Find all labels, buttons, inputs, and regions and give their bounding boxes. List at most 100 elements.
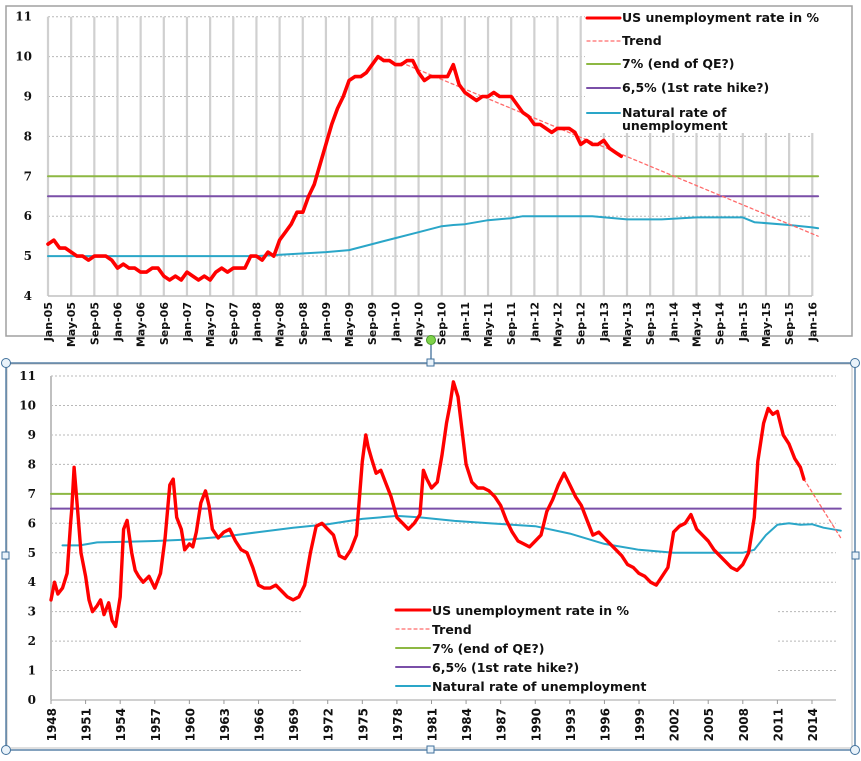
bottom-x-tick-label: 1993 (564, 708, 578, 741)
top-legend-label: US unemployment rate in % (622, 10, 819, 25)
bottom-legend-label: 6,5% (1st rate hike?) (432, 660, 579, 675)
top-x-tick-label: May-12 (552, 302, 565, 347)
bottom-x-tick-label: 1984 (460, 708, 474, 741)
top-x-tick-label: May-10 (413, 302, 426, 347)
resize-handle-left[interactable] (1, 551, 10, 560)
bottom-chart-y-axis: 0 1 2 3 4 5 6 7 8 9 10 11 (19, 369, 36, 707)
resize-handle-bottom-right[interactable] (850, 745, 860, 755)
resize-handle-top-right[interactable] (850, 358, 860, 368)
top-y-tick-label: 9 (24, 90, 32, 104)
bottom-y-tick-label: 11 (19, 369, 36, 383)
bottom-x-tick-label: 1966 (253, 708, 267, 741)
top-x-tick-label: Sep-15 (783, 302, 796, 345)
bottom-x-tick-label: 1990 (529, 708, 543, 741)
bottom-x-tick-label: 1972 (322, 708, 336, 741)
bottom-x-tick-label: 1969 (287, 708, 301, 741)
bottom-x-tick-label: 1981 (425, 708, 439, 741)
top-y-tick-label: 11 (15, 10, 32, 24)
top-x-tick-label: Sep-14 (714, 302, 727, 345)
bottom-x-tick-label: 2005 (702, 708, 716, 741)
top-x-tick-label: Jan-05 (42, 302, 55, 342)
bottom-chart-plot (49, 380, 842, 629)
bottom-x-tick-label: 1999 (633, 708, 647, 741)
top-legend-label: 7% (end of QE?) (622, 56, 734, 71)
bottom-x-tick-label: 1996 (598, 708, 612, 741)
bottom-x-tick-label: 1957 (149, 708, 163, 741)
bottom-x-tick-label: 2014 (806, 708, 820, 741)
top-x-tick-label: Jan-07 (181, 302, 194, 342)
bottom-y-tick-label: 10 (19, 399, 36, 413)
bottom-y-tick-label: 3 (28, 605, 36, 619)
bottom-legend-label: Trend (432, 622, 472, 637)
bottom-x-tick-label: 1978 (391, 708, 405, 741)
bottom-x-tick-label: 1948 (45, 708, 59, 741)
bottom-y-tick-label: 2 (28, 634, 36, 648)
top-x-tick-label: Jan-14 (667, 302, 680, 343)
bottom-legend-label: US unemployment rate in % (432, 603, 629, 618)
top-x-tick-label: Jan-09 (320, 302, 333, 342)
top-x-tick-label: Sep-05 (88, 302, 101, 345)
bottom-y-tick-label: 5 (28, 546, 36, 560)
top-y-tick-label: 4 (24, 289, 32, 303)
resize-handle-top[interactable] (426, 358, 435, 367)
bottom-y-tick-label: 8 (28, 457, 36, 471)
top-chart-x-axis: Jan-05 May-05 Sep-05 Jan-06 May-06 Sep-06 Jan-… (42, 302, 819, 347)
bottom-y-tick-label: 1 (28, 664, 36, 678)
top-x-tick-label: Jan-16 (806, 302, 819, 343)
top-x-tick-label: Sep-11 (505, 302, 518, 345)
bottom-x-tick-label: 2011 (771, 708, 785, 741)
top-x-tick-label: May-06 (135, 302, 148, 347)
top-series-natural (47, 215, 820, 258)
top-x-tick-label: May-14 (690, 302, 703, 347)
top-x-tick-label: Jan-15 (737, 302, 750, 342)
top-x-tick-label: Sep-07 (227, 302, 240, 345)
bottom-y-tick-label: 7 (28, 487, 36, 501)
bottom-x-tick-label: 2002 (668, 708, 682, 741)
bottom-legend-label: 7% (end of QE?) (432, 641, 544, 656)
bottom-x-tick-label: 1960 (183, 708, 197, 741)
bottom-y-tick-label: 9 (28, 428, 36, 442)
resize-handle-bottom[interactable] (426, 745, 435, 754)
top-x-tick-label: Sep-12 (575, 302, 588, 345)
top-y-tick-label: 5 (24, 249, 32, 263)
top-x-tick-label: Jan-13 (598, 302, 611, 342)
top-x-tick-label: Jan-06 (111, 302, 124, 343)
top-x-tick-label: May-13 (621, 302, 634, 347)
top-chart-plot (46, 54, 820, 282)
top-chart-y-axis: 4 5 6 7 8 9 10 11 (15, 10, 32, 303)
top-x-tick-label: Sep-08 (297, 302, 310, 345)
bottom-chart-legend: US unemployment rate in % Trend 7% (end of… (394, 598, 775, 698)
top-x-tick-label: May-08 (274, 302, 287, 347)
top-x-tick-label: May-09 (343, 302, 356, 347)
bottom-series-unemployment (49, 380, 806, 629)
top-legend-label: Trend (622, 33, 662, 48)
resize-handle-bottom-left[interactable] (1, 745, 11, 755)
bottom-legend-background (395, 598, 775, 698)
top-x-tick-label: May-15 (760, 302, 773, 347)
top-y-tick-label: 7 (24, 169, 32, 183)
top-series-trend (400, 61, 819, 237)
top-legend-label: 6,5% (1st rate hike?) (622, 80, 769, 95)
top-x-tick-label: Jan-11 (459, 302, 472, 342)
bottom-y-tick-label: 4 (28, 575, 36, 589)
bottom-legend-label: Natural rate of unemployment (432, 679, 646, 694)
bottom-x-tick-label: 1963 (218, 708, 232, 741)
bottom-y-tick-label: 6 (28, 516, 36, 530)
selection-frame[interactable] (1, 335, 860, 755)
top-x-tick-label: Sep-09 (366, 302, 379, 345)
bottom-series-trend (803, 478, 842, 539)
bottom-y-tick-label: 0 (28, 693, 36, 707)
top-x-tick-label: Sep-13 (644, 302, 657, 345)
top-x-tick-label: Jan-08 (250, 302, 263, 342)
top-x-tick-label: Sep-06 (158, 302, 171, 345)
rotate-handle[interactable] (426, 335, 436, 345)
bottom-x-tick-label: 1975 (356, 708, 370, 741)
resize-handle-top-left[interactable] (1, 358, 11, 368)
top-x-tick-label: May-07 (204, 302, 217, 347)
resize-handle-right[interactable] (851, 551, 860, 560)
bottom-chart-x-axis: 1948 1951 1954 1957 1960 1963 1966 1969 1972 1975… (45, 700, 820, 741)
bottom-x-tick-label: 2008 (737, 708, 751, 741)
top-x-tick-label: Sep-10 (436, 302, 449, 345)
top-legend-background (585, 7, 851, 133)
